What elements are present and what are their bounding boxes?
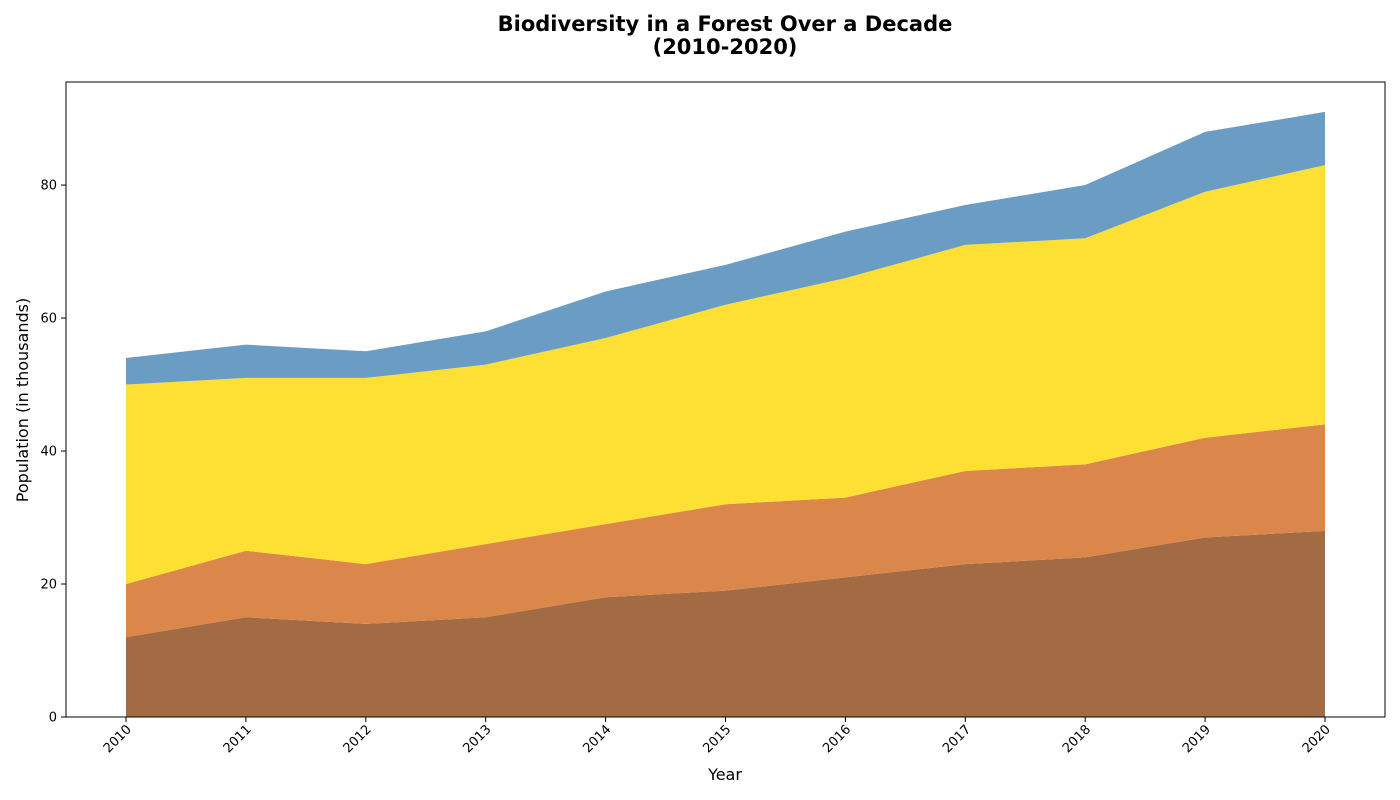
series-area-2 [126,424,1325,638]
y-axis: 0 20 40 60 80 [40,179,66,726]
x-tick-label: 2013 [461,722,495,756]
x-tick-label: 2011 [221,722,255,756]
x-tick-label: 2018 [1060,722,1094,756]
series-areas [126,111,1325,717]
series-area-1 [126,530,1325,717]
chart-title: Biodiversity in a Forest Over a Decade [498,12,953,36]
series-area-3 [126,165,1325,585]
x-tick-label: 2012 [341,722,375,756]
chart-subtitle: (2010-2020) [653,35,798,59]
x-tick-label: 2019 [1180,722,1214,756]
x-tick-label: 2020 [1300,722,1334,756]
x-axis: 2010 2011 2012 2013 2014 2015 2016 2017 2018 2019… [101,717,1334,756]
x-axis-label: Year [707,765,742,784]
y-tick-label: 40 [40,445,57,460]
x-tick-label: 2010 [101,722,135,756]
x-tick-label: 2015 [700,722,734,756]
x-tick-label: 2017 [940,722,974,756]
x-tick-label: 2014 [580,722,614,756]
x-tick-label: 2016 [820,722,854,756]
y-tick-label: 60 [40,312,57,327]
y-tick-label: 80 [40,179,57,194]
y-tick-label: 20 [40,578,57,593]
y-axis-label: Population (in thousands) [13,298,32,502]
y-tick-label: 0 [49,711,57,726]
series-area-4 [126,111,1325,385]
